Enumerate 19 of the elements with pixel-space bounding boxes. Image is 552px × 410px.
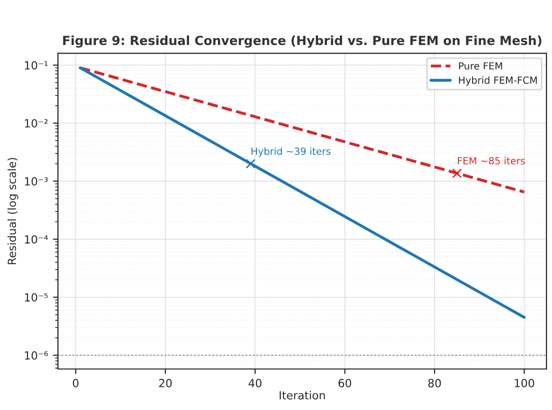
- y-tick-label: 10⁻⁴: [25, 235, 48, 244]
- x-tick-label: 20: [159, 378, 172, 388]
- x-axis-title: Iteration: [280, 390, 325, 400]
- y-tick-label: 10⁻¹: [25, 61, 48, 70]
- y-tick-label: 10⁻⁶: [25, 351, 48, 360]
- y-axis-title: Residual (log scale): [7, 158, 18, 264]
- x-tick-label: 80: [428, 378, 441, 388]
- x-tick-label: 60: [338, 378, 352, 388]
- x-tick-label: 40: [248, 378, 262, 388]
- y-tick-label: 10⁻⁵: [25, 293, 48, 302]
- y-tick-label: 10⁻²: [25, 119, 48, 128]
- x-tick-label: 0: [72, 378, 78, 388]
- annotation: FEM ~85 iters: [458, 156, 525, 164]
- legend-label: Pure FEM: [459, 62, 502, 70]
- x-tick-label: 100: [514, 378, 534, 388]
- y-tick-label: 10⁻³: [25, 177, 48, 186]
- chart-title: Figure 9: Residual Convergence (Hybrid vs. Pure FEM on Fine Mesh): [63, 35, 542, 48]
- annotation: Hybrid ~39 iters: [252, 147, 331, 157]
- legend-label: Hybrid FEM-FCM: [459, 76, 537, 86]
